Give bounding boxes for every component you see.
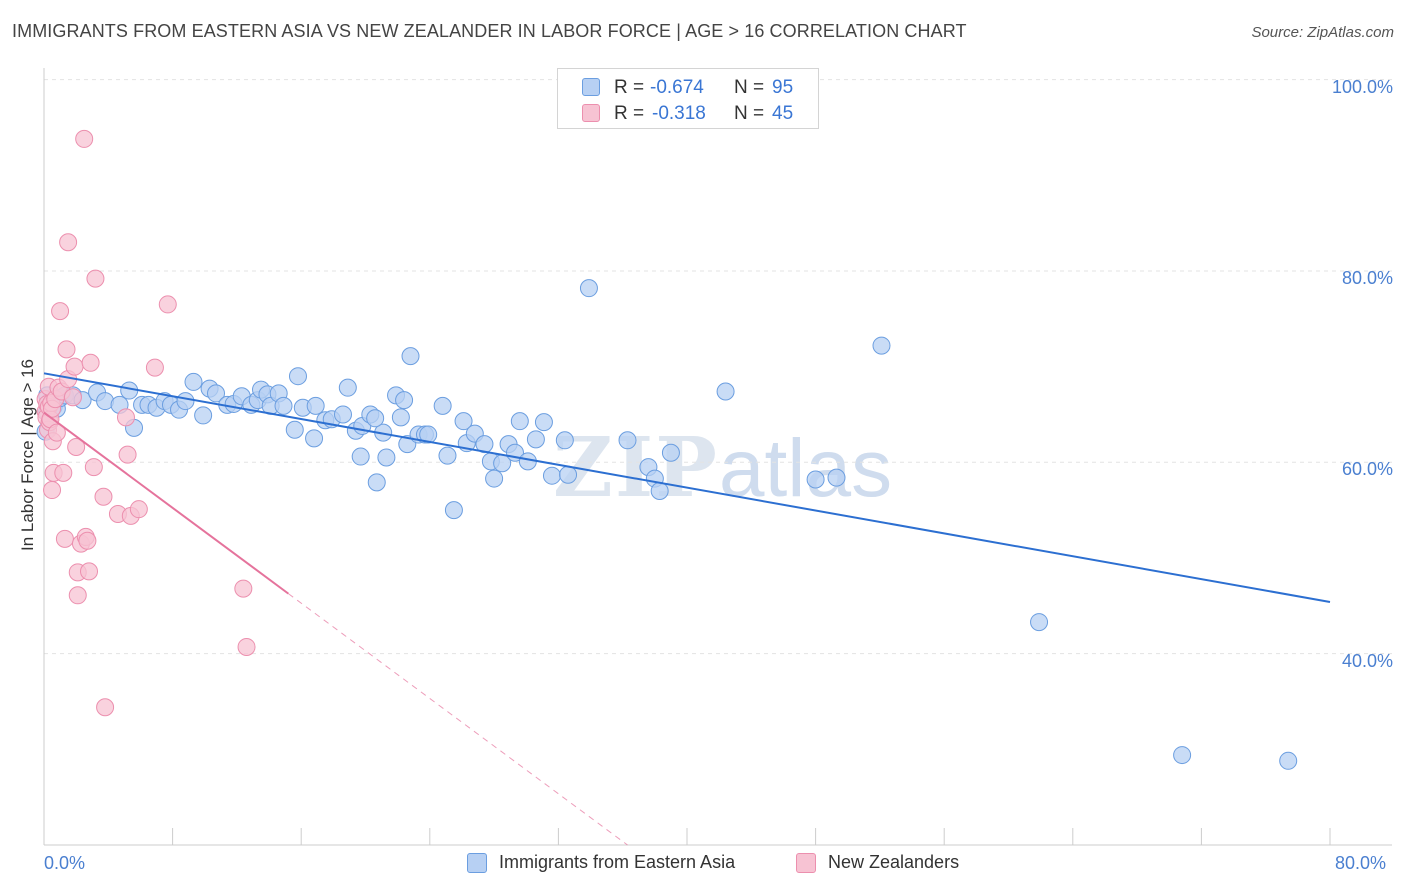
point-new-zealander: [86, 269, 105, 288]
bottom-legend-swatch-pink: [796, 853, 816, 873]
point-eastern-asia: [338, 378, 357, 397]
point-eastern-asia: [377, 448, 396, 467]
point-new-zealander: [59, 233, 78, 252]
point-eastern-asia: [401, 347, 420, 366]
point-eastern-asia: [872, 336, 891, 355]
legend-n-value: 95: [772, 77, 794, 98]
point-new-zealander: [51, 302, 70, 321]
y-tick-label: 60.0%: [1341, 459, 1393, 480]
point-eastern-asia: [366, 409, 385, 428]
legend-r-value: -0.674: [650, 77, 704, 98]
point-eastern-asia: [579, 279, 598, 298]
trendline-eastern-asia: [43, 372, 1331, 603]
legend-n-value: 45: [772, 103, 794, 124]
point-eastern-asia: [661, 443, 680, 462]
point-eastern-asia: [510, 412, 529, 431]
source-note: Source: ZipAtlas.com: [1251, 24, 1394, 41]
point-eastern-asia: [367, 473, 386, 492]
point-eastern-asia: [1030, 613, 1049, 632]
point-eastern-asia: [1279, 751, 1298, 770]
point-eastern-asia: [207, 384, 226, 403]
legend-n-label: N =: [734, 103, 765, 124]
point-eastern-asia: [618, 431, 637, 450]
point-new-zealander: [55, 529, 74, 548]
point-eastern-asia: [391, 408, 410, 427]
point-eastern-asia: [555, 431, 574, 450]
point-eastern-asia: [438, 446, 457, 465]
point-eastern-asia: [288, 367, 307, 386]
correlation-legend: R = -0.674 N = 95 R = -0.318 N = 45: [557, 68, 819, 129]
point-new-zealander: [80, 562, 99, 581]
trendline-new-zealander: [43, 411, 289, 595]
point-new-zealander: [57, 340, 76, 359]
point-eastern-asia: [176, 392, 195, 411]
point-eastern-asia: [650, 482, 669, 501]
point-eastern-asia: [526, 430, 545, 449]
bottom-legend-swatch-blue: [467, 853, 487, 873]
point-eastern-asia: [534, 413, 553, 432]
point-eastern-asia: [542, 466, 561, 485]
point-new-zealander: [158, 295, 177, 314]
point-eastern-asia: [419, 425, 438, 444]
point-new-zealander: [237, 637, 256, 656]
point-eastern-asia: [559, 465, 578, 484]
point-new-zealander: [65, 357, 84, 376]
point-new-zealander: [75, 129, 94, 148]
legend-r-label: R =: [614, 77, 645, 98]
bottom-legend-label: New Zealanders: [828, 852, 960, 872]
point-new-zealander: [234, 579, 253, 598]
legend-r-value: -0.318: [652, 103, 706, 124]
point-eastern-asia: [194, 406, 213, 425]
point-eastern-asia: [351, 447, 370, 466]
point-new-zealander: [116, 408, 135, 427]
point-eastern-asia: [184, 372, 203, 391]
y-tick-label: 40.0%: [1341, 650, 1393, 671]
point-new-zealander: [118, 445, 137, 464]
point-new-zealander: [78, 531, 97, 550]
point-eastern-asia: [433, 396, 452, 415]
point-new-zealander: [67, 437, 86, 456]
point-eastern-asia: [444, 501, 463, 520]
point-new-zealander: [81, 353, 100, 372]
point-new-zealander: [54, 463, 73, 482]
point-new-zealander: [129, 500, 148, 519]
chart-title: IMMIGRANTS FROM EASTERN ASIA VS NEW ZEAL…: [12, 21, 967, 41]
point-new-zealander: [145, 358, 164, 377]
legend-n-label: N =: [734, 77, 765, 98]
x-tick-label: 80.0%: [1335, 853, 1387, 873]
legend-swatch-blue: [582, 78, 600, 96]
point-eastern-asia: [395, 391, 414, 410]
point-eastern-asia: [1173, 746, 1192, 765]
point-eastern-asia: [274, 396, 293, 415]
point-eastern-asia: [305, 429, 324, 448]
x-tick-label: 0.0%: [44, 853, 86, 873]
y-tick-label: 100.0%: [1331, 76, 1393, 97]
point-eastern-asia: [454, 412, 473, 431]
bottom-legend-label: Immigrants from Eastern Asia: [499, 852, 736, 872]
point-eastern-asia: [285, 420, 304, 439]
point-eastern-asia: [306, 396, 325, 415]
point-eastern-asia: [333, 405, 352, 424]
point-new-zealander: [68, 586, 87, 605]
y-tick-label: 80.0%: [1341, 267, 1393, 288]
point-eastern-asia: [827, 468, 846, 487]
point-new-zealander: [94, 487, 113, 506]
point-new-zealander: [43, 481, 62, 500]
trendline-extension-new-zealander: [288, 593, 628, 846]
point-new-zealander: [96, 698, 115, 717]
point-eastern-asia: [485, 469, 504, 488]
point-new-zealander: [63, 388, 82, 407]
point-new-zealander: [47, 423, 66, 442]
point-eastern-asia: [806, 470, 825, 489]
legend-r-label: R =: [614, 103, 645, 124]
legend-swatch-pink: [582, 104, 600, 122]
point-eastern-asia: [716, 382, 735, 401]
point-new-zealander: [84, 458, 103, 477]
